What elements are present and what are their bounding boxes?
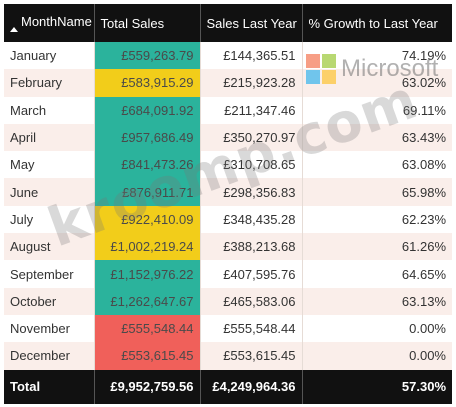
table-row: January £559,263.79 £144,365.51 74.19% [4, 42, 452, 70]
total-sales-cell: £555,548.44 [94, 314, 201, 343]
month-cell: June [4, 178, 95, 206]
total-sales-cell: £559,263.79 [94, 42, 201, 70]
month-cell: March [4, 96, 95, 124]
total-sales-cell: £876,911.71 [94, 178, 201, 206]
total-growth-value: 57.30% [302, 369, 452, 404]
total-sales-cell: £922,410.09 [94, 205, 201, 234]
sort-ascending-icon [10, 27, 18, 32]
table-row: May £841,473.26 £310,708.65 63.08% [4, 151, 452, 179]
total-sales-value: £9,952,759.56 [94, 369, 201, 404]
total-sales-cell: £1,262,647.67 [94, 287, 201, 315]
month-cell: February [4, 69, 95, 97]
month-cell: August [4, 233, 95, 261]
total-sales-cell: £583,915.29 [94, 69, 201, 97]
month-cell: October [4, 287, 95, 315]
sales-last-year-cell: £388,213.68 [200, 233, 303, 261]
month-cell: January [4, 42, 95, 70]
total-sales-last-year-value: £4,249,964.36 [200, 369, 303, 404]
total-sales-cell: £1,002,219.24 [94, 233, 201, 261]
column-header-growth[interactable]: % Growth to Last Year [302, 4, 452, 42]
header-row: MonthName Total Sales Sales Last Year % … [4, 4, 452, 42]
total-label: Total [4, 369, 95, 404]
month-cell: April [4, 123, 95, 152]
sales-last-year-cell: £465,583.06 [200, 287, 303, 315]
month-cell: July [4, 205, 95, 234]
growth-cell: 64.65% [302, 260, 452, 288]
total-sales-cell: £684,091.92 [94, 96, 201, 124]
table-visual: MonthName Total Sales Sales Last Year % … [4, 4, 452, 404]
growth-cell: 65.98% [302, 178, 452, 206]
month-cell: December [4, 342, 95, 370]
table-row: December £553,615.45 £553,615.45 0.00% [4, 342, 452, 370]
month-cell: September [4, 260, 95, 288]
sales-last-year-cell: £144,365.51 [200, 42, 303, 70]
sales-last-year-cell: £215,923.28 [200, 69, 303, 97]
sales-last-year-cell: £350,270.97 [200, 123, 303, 152]
growth-cell: 0.00% [302, 342, 452, 370]
sales-last-year-cell: £211,347.46 [200, 96, 303, 124]
table-row: October £1,262,647.67 £465,583.06 63.13% [4, 287, 452, 315]
sales-last-year-cell: £348,435.28 [200, 205, 303, 234]
sales-matrix-table: MonthName Total Sales Sales Last Year % … [4, 4, 452, 404]
growth-cell: 63.43% [302, 123, 452, 152]
month-cell: November [4, 314, 95, 343]
growth-cell: 63.02% [302, 69, 452, 97]
total-sales-cell: £553,615.45 [94, 342, 201, 370]
growth-cell: 69.11% [302, 96, 452, 124]
table-row: August £1,002,219.24 £388,213.68 61.26% [4, 233, 452, 261]
growth-cell: 62.23% [302, 205, 452, 234]
growth-cell: 0.00% [302, 314, 452, 343]
sales-last-year-cell: £298,356.83 [200, 178, 303, 206]
table-row: June £876,911.71 £298,356.83 65.98% [4, 178, 452, 206]
growth-cell: 63.13% [302, 287, 452, 315]
total-sales-cell: £957,686.49 [94, 123, 201, 152]
growth-cell: 74.19% [302, 42, 452, 70]
total-sales-cell: £1,152,976.22 [94, 260, 201, 288]
total-sales-cell: £841,473.26 [94, 151, 201, 179]
growth-cell: 61.26% [302, 233, 452, 261]
column-header-label: MonthName [21, 14, 92, 29]
table-row: March £684,091.92 £211,347.46 69.11% [4, 96, 452, 124]
month-cell: May [4, 151, 95, 179]
table-row: September £1,152,976.22 £407,595.76 64.65% [4, 260, 452, 288]
table-row: April £957,686.49 £350,270.97 63.43% [4, 123, 452, 152]
sales-last-year-cell: £310,708.65 [200, 151, 303, 179]
sales-last-year-cell: £553,615.45 [200, 342, 303, 370]
sales-last-year-cell: £555,548.44 [200, 314, 303, 343]
column-header-monthname[interactable]: MonthName [4, 4, 95, 42]
table-row: February £583,915.29 £215,923.28 63.02% [4, 69, 452, 97]
column-header-sales-last-year[interactable]: Sales Last Year [200, 4, 303, 42]
table-row: July £922,410.09 £348,435.28 62.23% [4, 205, 452, 234]
sales-last-year-cell: £407,595.76 [200, 260, 303, 288]
table-row: November £555,548.44 £555,548.44 0.00% [4, 314, 452, 343]
column-header-total-sales[interactable]: Total Sales [94, 4, 201, 42]
growth-cell: 63.08% [302, 151, 452, 179]
total-row: Total £9,952,759.56 £4,249,964.36 57.30% [4, 369, 452, 404]
